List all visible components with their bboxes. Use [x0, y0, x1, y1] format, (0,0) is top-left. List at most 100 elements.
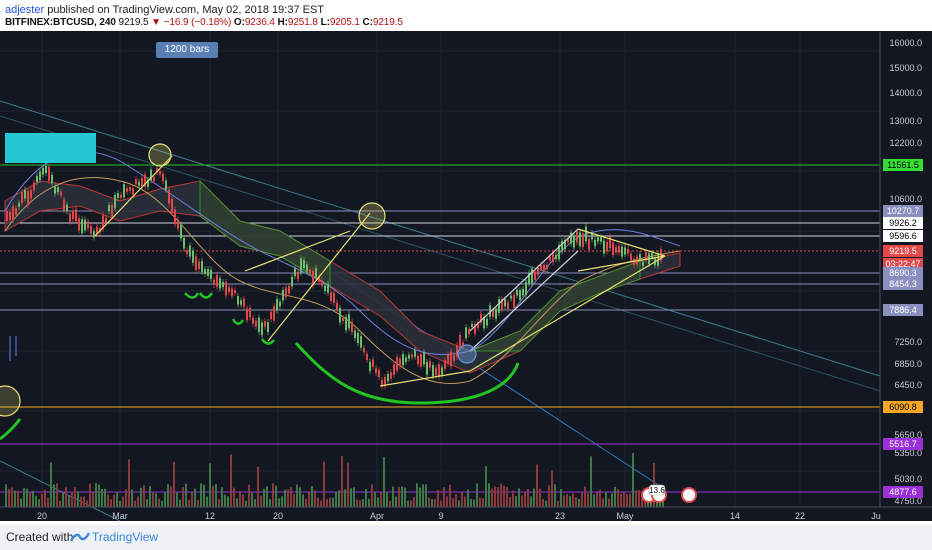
author-link[interactable]: adjester: [5, 4, 45, 16]
volume-bar: [263, 488, 265, 507]
volume-bar: [650, 498, 652, 507]
candle-body: [93, 231, 95, 238]
moving-averages: [4, 151, 681, 385]
left-indicator-marks: [9, 336, 17, 361]
price-tick: 5650.0: [894, 430, 922, 440]
close-label: C:: [362, 17, 373, 28]
price-label-bg: [883, 159, 923, 171]
price-label: 11561.5: [887, 160, 919, 170]
volume-bar: [362, 499, 364, 507]
candle-body: [126, 188, 128, 192]
volume-bar: [404, 487, 406, 507]
volume-bar: [272, 483, 274, 507]
candle-body: [546, 264, 548, 270]
volume-bar: [107, 494, 109, 507]
candle-body: [42, 167, 44, 175]
candle-body: [525, 281, 527, 295]
candle-body: [621, 246, 623, 257]
volume-bar: [299, 487, 301, 507]
candle-body: [258, 317, 260, 333]
candle-body: [438, 364, 440, 378]
candle-body: [288, 285, 290, 294]
candle-body: [519, 290, 521, 300]
tradingview-brand-link[interactable]: TradingView: [92, 530, 159, 544]
price-label-bg: [883, 278, 923, 290]
volume-bar: [128, 459, 130, 507]
candle-body: [492, 309, 494, 317]
volume-bar: [257, 466, 259, 507]
last-price: 9219.5: [118, 17, 149, 28]
volume-bar: [92, 492, 94, 507]
candle-body: [528, 273, 530, 284]
volume-bar: [41, 493, 43, 507]
volume-bar: [476, 483, 478, 507]
volume-bar: [203, 484, 205, 507]
volume-bar: [443, 487, 445, 507]
candle-body: [309, 269, 311, 274]
price-label: 7886.4: [889, 305, 917, 315]
volume-bar: [20, 498, 22, 507]
symbol-label: BITFINEX:BTCUSD, 240: [5, 17, 116, 28]
candle-body: [408, 354, 410, 359]
volume-bar: [398, 487, 400, 507]
candle-body: [459, 335, 461, 349]
volume-bar: [176, 492, 178, 507]
price-label: 9926.2: [889, 218, 917, 228]
volume-bar: [29, 491, 31, 507]
candle-body: [561, 241, 563, 252]
volume-bar: [308, 492, 310, 507]
volume-bar: [170, 486, 172, 507]
candle-body: [570, 232, 572, 244]
volume-bar: [317, 497, 319, 507]
time-axis[interactable]: 20 Mar 12 20 Apr 9 23 May 14 22 Ju: [37, 511, 881, 521]
volume-bar: [635, 490, 637, 507]
volume-bar: [242, 494, 244, 507]
chart-background: [0, 31, 932, 521]
price-label-bg: [883, 304, 923, 316]
low-value: 9205.1: [329, 17, 360, 28]
candle-body: [159, 170, 161, 175]
volume-bar: [26, 488, 28, 507]
price-label: 9219.5: [889, 246, 917, 256]
candle-body: [243, 298, 245, 307]
volume-bar: [32, 490, 34, 507]
candle-body: [36, 175, 38, 183]
volume-bar: [140, 487, 142, 507]
volume-bar: [302, 494, 304, 507]
candle-body: [339, 307, 341, 323]
volume-bar: [464, 496, 466, 507]
candle-body: [45, 165, 47, 174]
volume-bar: [149, 486, 151, 507]
volume-bar: [383, 457, 385, 507]
tradingview-logo-icon[interactable]: [69, 529, 91, 550]
volume-bar: [533, 488, 535, 507]
ohlc-legend: BITFINEX:BTCUSD, 240 9219.5 ▼ −16.9 (−0.…: [5, 17, 403, 28]
volume-bar: [482, 498, 484, 507]
open-value: 9236.4: [244, 17, 275, 28]
candle-body: [114, 194, 116, 209]
price-label: 4877.6: [889, 487, 917, 497]
volume-bar: [152, 492, 154, 507]
price-labels: 11561.5 10270.7 9926.2 9596.6 9219.5 03:22:47…: [883, 159, 923, 498]
price-chart[interactable]: 13.6 16000.0 15000.0 14000.0 13000.0 12200.0…: [0, 31, 932, 521]
price-label: 8454.3: [889, 279, 917, 289]
volume-bar: [524, 492, 526, 507]
volume-bar: [161, 500, 163, 507]
candle-body: [108, 204, 110, 212]
candle-body: [231, 288, 233, 297]
event-markers[interactable]: 13.6: [641, 484, 697, 503]
price-tick: 6850.0: [894, 359, 922, 369]
candlesticks: [6, 162, 662, 390]
price-label-bg: [883, 486, 923, 498]
volume-bar: [101, 488, 103, 507]
volume-bars: [5, 453, 664, 507]
volume-bar: [86, 500, 88, 507]
volume-bar: [239, 491, 241, 507]
price-tick: 6450.0: [894, 380, 922, 390]
candle-body: [609, 236, 611, 249]
volume-bar: [530, 496, 532, 507]
low-label: L:: [320, 17, 330, 28]
candle-body: [537, 267, 539, 276]
volume-bar: [266, 486, 268, 507]
candle-body: [630, 253, 632, 261]
